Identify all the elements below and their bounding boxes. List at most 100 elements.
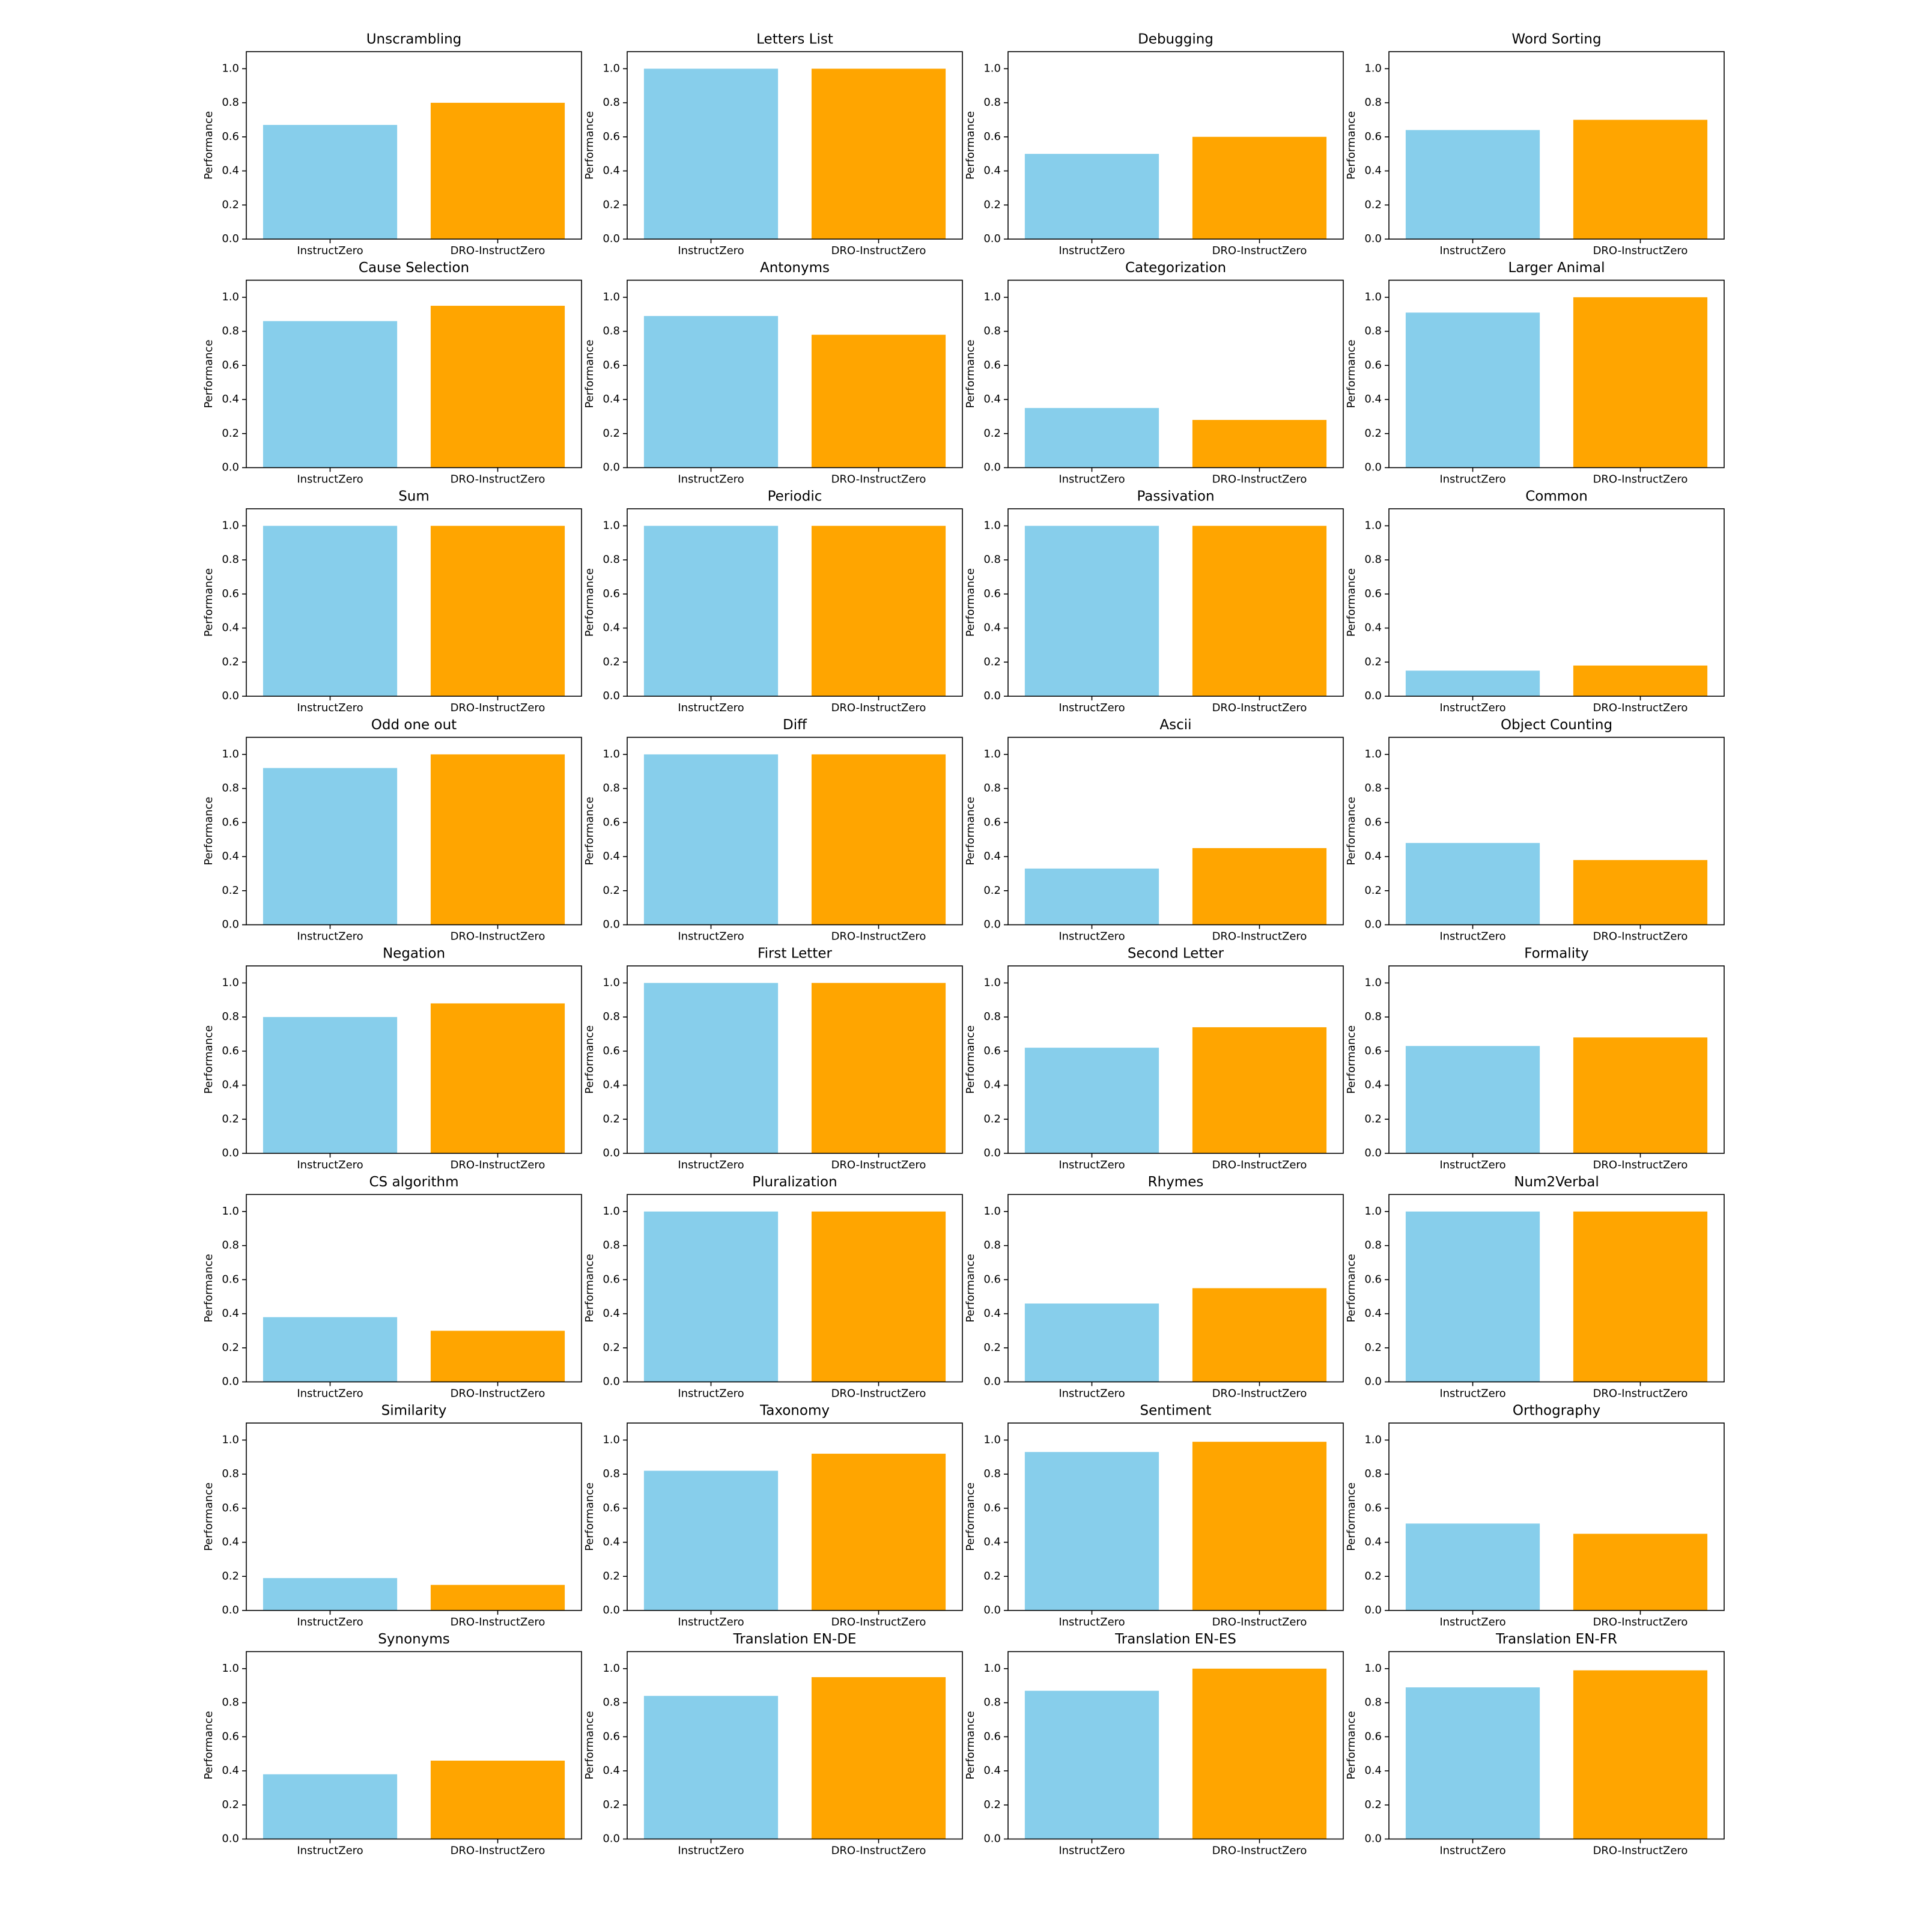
y-tick-label: 0.2 [222, 198, 239, 211]
y-tick-label: 0.6 [603, 130, 620, 143]
bar [811, 1211, 946, 1382]
y-tick-label: 1.0 [1364, 291, 1382, 303]
subplot: InstructZero DRO-InstructZero 0.0 0.2 0.4 0.6… [964, 489, 1344, 714]
axes-frame [627, 51, 963, 240]
y-tick-label: 0.0 [983, 1833, 1001, 1845]
y-tick-label: 0.2 [983, 1112, 1001, 1125]
bar [1573, 1037, 1708, 1153]
y-tick-label: 0.8 [983, 1010, 1001, 1023]
y-tick-label: 0.2 [983, 655, 1001, 668]
y-tick-label: 1.0 [1364, 1433, 1382, 1446]
y-tick-label: 0.4 [603, 850, 620, 863]
bar [1405, 1211, 1540, 1382]
chart-title: Ascii [1159, 717, 1191, 733]
y-tick-label: 0.0 [222, 1147, 239, 1159]
subplot: InstructZero DRO-InstructZero 0.0 0.2 0.4 0.6… [202, 717, 582, 943]
y-tick-label: 0.0 [983, 690, 1001, 702]
chart-title: Cause Selection [359, 260, 469, 276]
y-tick-label: 1.0 [603, 976, 620, 989]
x-tick-label: InstructZero [678, 1616, 744, 1628]
y-tick-label: 0.4 [1364, 622, 1382, 634]
y-axis-label: Performance [1345, 1483, 1358, 1551]
axes-frame [1007, 965, 1344, 1154]
y-tick-label: 0.0 [1364, 1376, 1382, 1388]
y-tick-label: 0.2 [1364, 1341, 1382, 1354]
bar [1192, 1442, 1327, 1610]
y-tick-label: 0.8 [983, 96, 1001, 109]
chart-title: CS algorithm [369, 1174, 459, 1190]
subplot: InstructZero DRO-InstructZero 0.0 0.2 0.4 0.6… [583, 1174, 963, 1400]
x-tick-label: DRO-InstructZero [1212, 1388, 1307, 1400]
y-tick-label: 0.8 [1364, 1696, 1382, 1709]
y-tick-label: 1.0 [983, 1433, 1001, 1446]
axes-frame [627, 965, 963, 1154]
y-axis-label: Performance [964, 1025, 977, 1094]
axes-frame [1388, 1651, 1725, 1840]
x-tick-label: InstructZero [1439, 1616, 1505, 1628]
x-tick-label: InstructZero [678, 1845, 744, 1857]
y-tick-label: 0.8 [983, 1467, 1001, 1480]
subplot: InstructZero DRO-InstructZero 0.0 0.2 0.4 0.6… [964, 1403, 1344, 1628]
y-tick-label: 1.0 [222, 291, 239, 303]
y-tick-label: 0.0 [603, 918, 620, 931]
bar [263, 768, 398, 925]
y-tick-label: 1.0 [1364, 519, 1382, 532]
x-tick-label: InstructZero [1059, 1159, 1125, 1171]
y-axis-label: Performance [202, 797, 215, 865]
y-tick-label: 0.0 [603, 690, 620, 702]
y-tick-label: 0.6 [1364, 1045, 1382, 1057]
axes-frame [1007, 1422, 1344, 1611]
subplot: InstructZero DRO-InstructZero 0.0 0.2 0.4 0.6… [964, 1174, 1344, 1400]
y-tick-label: 0.2 [222, 655, 239, 668]
x-tick-label: InstructZero [297, 1616, 363, 1628]
subplot: InstructZero DRO-InstructZero 0.0 0.2 0.4 0.6… [964, 946, 1344, 1171]
y-tick-label: 0.8 [1364, 1239, 1382, 1252]
axes-frame [246, 1422, 582, 1611]
axes-frame [1388, 1194, 1725, 1383]
x-tick-label: DRO-InstructZero [451, 1388, 545, 1400]
y-tick-label: 0.4 [1364, 393, 1382, 405]
y-tick-label: 0.8 [222, 1239, 239, 1252]
chart-title: Odd one out [371, 717, 457, 733]
y-tick-label: 0.0 [1364, 1833, 1382, 1845]
y-axis-label: Performance [1345, 568, 1358, 637]
subplot: InstructZero DRO-InstructZero 0.0 0.2 0.4 0.6… [202, 946, 582, 1171]
y-tick-label: 0.0 [603, 1833, 620, 1845]
y-tick-label: 0.8 [603, 325, 620, 338]
axes-frame [1388, 508, 1725, 697]
bar [643, 1211, 779, 1382]
y-tick-label: 1.0 [603, 1662, 620, 1675]
y-tick-label: 0.0 [222, 690, 239, 702]
y-tick-label: 1.0 [983, 519, 1001, 532]
y-tick-label: 0.6 [983, 1730, 1001, 1743]
y-tick-label: 0.0 [603, 1147, 620, 1159]
bar [430, 1585, 565, 1610]
axes-frame [1388, 279, 1725, 469]
y-tick-label: 1.0 [983, 976, 1001, 989]
y-tick-label: 0.4 [1364, 850, 1382, 863]
x-tick-label: InstructZero [297, 930, 363, 943]
bar [811, 1677, 946, 1839]
y-tick-label: 0.2 [603, 655, 620, 668]
chart-title: Translation EN-ES [1114, 1631, 1236, 1647]
y-tick-label: 0.6 [983, 816, 1001, 828]
subplot: InstructZero DRO-InstructZero 0.0 0.2 0.4 0.6… [202, 260, 582, 486]
y-tick-label: 0.4 [222, 1536, 239, 1549]
y-tick-label: 0.2 [222, 1112, 239, 1125]
bar [1192, 136, 1327, 239]
y-tick-label: 0.8 [1364, 96, 1382, 109]
x-tick-label: DRO-InstructZero [1212, 930, 1307, 943]
y-axis-label: Performance [583, 1711, 596, 1779]
x-tick-label: DRO-InstructZero [451, 930, 545, 943]
y-axis-label: Performance [202, 1711, 215, 1779]
y-tick-label: 0.6 [222, 130, 239, 143]
x-tick-label: InstructZero [678, 473, 744, 486]
axes-frame [1388, 51, 1725, 240]
bar [1573, 120, 1708, 239]
y-tick-label: 0.6 [1364, 1502, 1382, 1514]
subplot: InstructZero DRO-InstructZero 0.0 0.2 0.4 0.6… [1345, 1403, 1725, 1628]
y-tick-label: 0.6 [603, 1273, 620, 1285]
y-tick-label: 0.0 [1364, 1147, 1382, 1159]
chart-title: Formality [1524, 946, 1588, 962]
